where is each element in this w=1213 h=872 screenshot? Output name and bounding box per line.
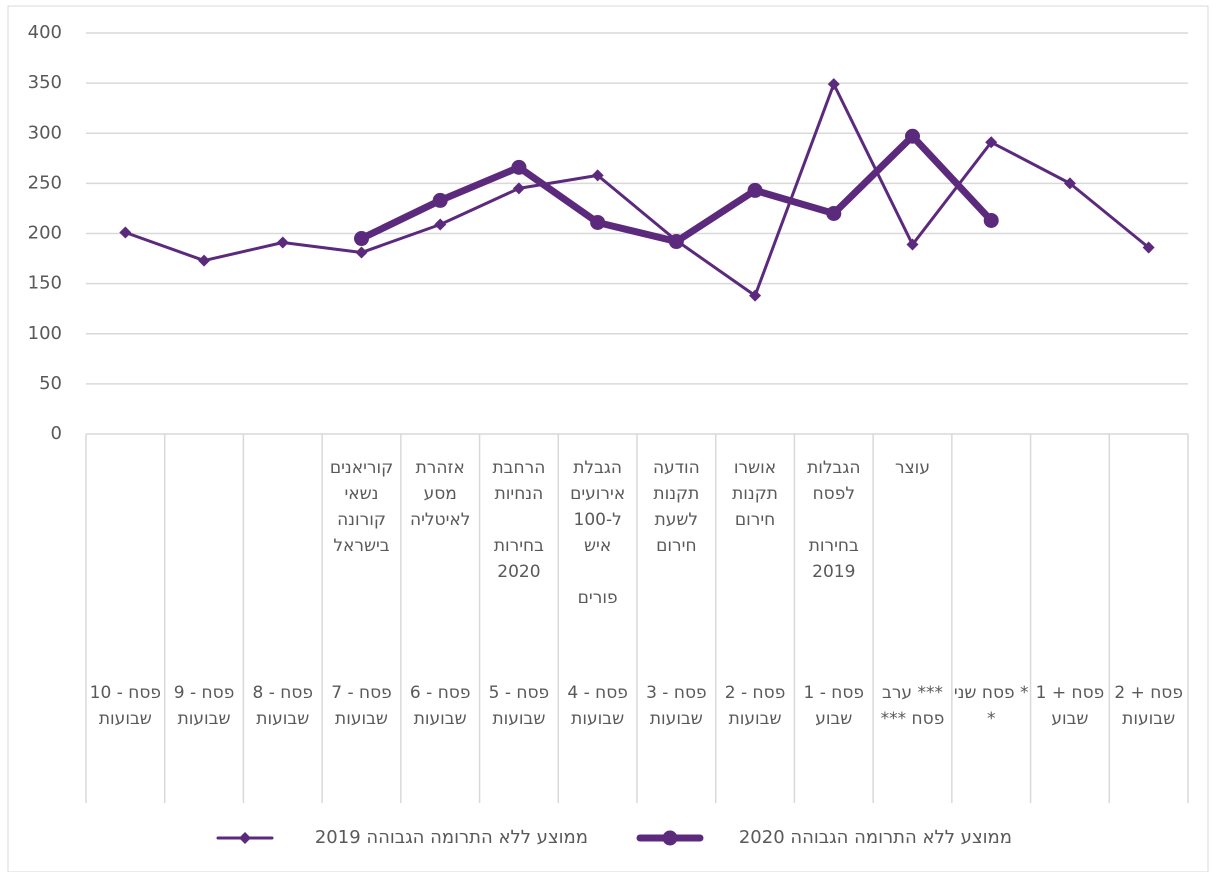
x-tick-label: פסח - 1 שבוע [803,683,865,729]
event-annotation: עוצר [875,455,950,507]
marker [591,169,604,182]
y-tick-label: 100 [28,323,62,344]
legend-marker [239,832,251,844]
marker [1142,241,1155,254]
marker [355,246,368,259]
chart-border [7,5,1209,872]
y-tick-label: 0 [51,423,62,444]
series-line [124,82,1150,298]
event-annotation: הגבלת אירועים ל-100 איש פורים [560,455,635,637]
x-tick-label: פסח - 9 שבועות [173,683,235,729]
x-tick-label: פסח + 2 שבועות [1114,683,1183,729]
marker [119,226,132,239]
event-annotation: אזהרת מסע לאיטליה [403,455,478,559]
marker [906,238,919,251]
event-text: הגבלות לפסח [807,458,861,504]
event-annotation: קוריאנים נשאי קורונה בישראל [324,455,399,585]
event-text: בחירות 2020 [493,536,544,582]
marker [434,218,447,231]
series-line [359,132,994,246]
y-tick-label: 250 [28,172,62,193]
legend-label: ממוצע ללא התרומה הגבוהה 2020 [739,827,1012,848]
x-tick-label: פסח - 4 שבועות [567,683,628,729]
x-tick-label: פסח - 7 שבועות [331,683,392,729]
x-tick-label: פסח - 6 שבועות [409,683,471,729]
event-annotation: אושרו תקנות חירום [718,455,793,559]
event-text: אזהרת מסע לאיטליה [409,458,471,530]
x-tick-label: פסח - 10 שבועות [89,683,162,729]
marker [511,159,527,175]
legend-marker [662,830,678,846]
x-tick-label: * פסח שני * [953,683,1029,729]
event-text: הגבלת אירועים ל-100 איש [570,458,626,556]
marker [354,231,369,247]
marker [827,78,840,91]
x-tick-label: פסח - 5 שבועות [488,683,550,729]
y-tick-label: 50 [39,373,62,394]
y-tick-label: 400 [28,22,62,43]
event-text: פורים [577,588,618,608]
event-text: קוריאנים נשאי קורונה בישראל [329,458,394,556]
x-tick-label: פסח - 2 שבועות [724,683,786,729]
marker [276,236,289,249]
x-tick-label: פסח - 3 שבועות [646,683,707,729]
event-annotation: הודעה תקנות לשעת חירום [639,455,714,585]
y-tick-label: 200 [28,223,62,244]
event-text: הרחבת הנחיות [492,458,546,504]
legend-label: ממוצע ללא התרומה הגבוהה 2019 [315,827,588,848]
x-tick-label: פסח + 1 שבוע [1035,683,1105,729]
marker [198,254,211,267]
x-tick-label: *** ערב פסח *** [880,683,945,729]
event-text: הודעה תקנות לשעת חירום [652,458,700,556]
marker [590,214,606,230]
event-annotation: הרחבת הנחיות בחירות 2020 [482,455,557,611]
marker [983,212,999,228]
marker [432,192,448,208]
x-tick-label: פסח - 8 שבועות [252,683,314,729]
marker [749,289,762,302]
event-text: עוצר [895,458,930,478]
event-annotation: הגבלות לפסח בחירות 2019 [796,455,871,611]
y-tick-label: 300 [28,122,62,143]
event-text: אושרו תקנות חירום [732,458,778,530]
marker [1063,177,1076,190]
y-tick-label: 150 [28,273,62,294]
marker [826,205,842,221]
event-text: בחירות 2019 [808,536,859,582]
marker [985,136,998,149]
marker [512,182,525,195]
marker [905,128,920,144]
y-tick-label: 350 [28,72,62,93]
marker [747,182,763,198]
marker [668,234,684,250]
